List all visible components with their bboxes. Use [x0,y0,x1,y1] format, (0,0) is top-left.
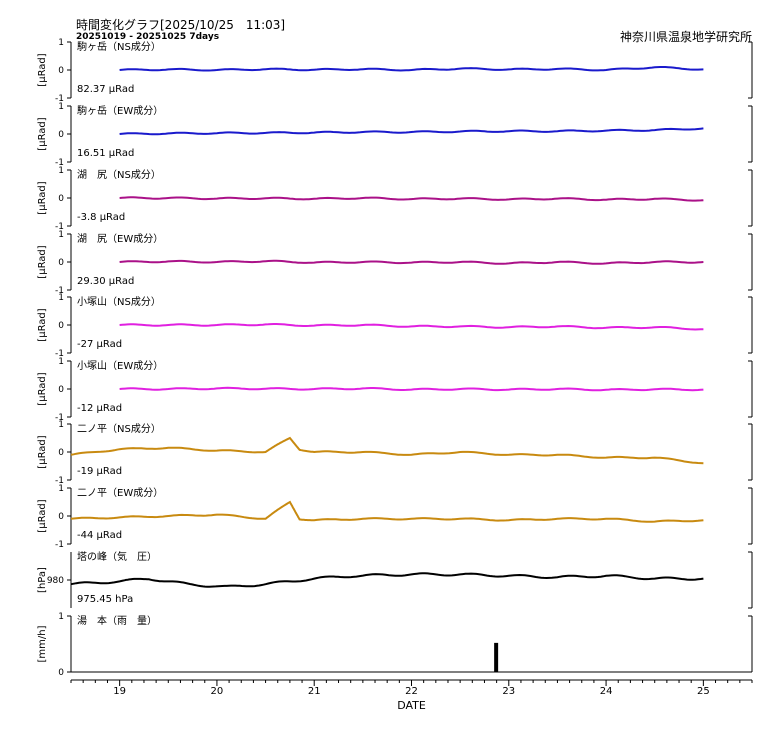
x-tick-label: 20 [211,686,224,697]
y-axis-label: [μRad] [37,372,48,405]
y-tick-label: 0 [58,194,64,204]
series-line [70,572,704,588]
date-range: 20251019 - 20251025 7days [76,32,220,42]
baseline-value: -3.8 μRad [77,212,125,223]
baseline-value: -44 μRad [77,530,122,541]
series-line [119,66,704,72]
station-label: 湖 尻（EW成分） [77,233,163,245]
y-tick-label: 0 [58,448,64,458]
x-tick-label: 19 [113,686,126,697]
baseline-value: 16.51 μRad [77,148,134,159]
series-line [70,500,704,523]
y-tick-label: 0 [58,385,64,395]
baseline-value: 29.30 μRad [77,276,134,287]
series-line [70,436,704,465]
y-tick-label: -1 [55,158,64,168]
series-line [119,196,704,202]
y-tick-label: 1 [58,420,64,430]
y-axis-label: [mm/h] [37,625,48,662]
page-title: 時間変化グラフ[2025/10/25 11:03] [76,18,286,32]
station-label: 湯 本（雨 量） [77,614,157,627]
series-line [119,127,704,136]
station-label: 二ノ平（NS成分） [77,423,161,435]
y-tick-label: 0 [58,130,64,140]
y-tick-label: 1 [58,230,64,240]
baseline-value: 975.45 hPa [77,594,133,605]
y-tick-label: 1 [58,166,64,176]
y-tick-label: -1 [55,349,64,359]
y-tick-label: 1 [58,38,64,48]
y-tick-label: 1 [58,293,64,303]
series-line [119,259,704,265]
station-label: 駒ヶ岳（EW成分） [77,105,163,117]
y-axis-label: [μRad] [37,499,48,532]
baseline-value: -27 μRad [77,339,122,350]
y-tick-label: 0 [58,258,64,268]
y-axis-label: [μRad] [37,435,48,468]
y-tick-label: -1 [55,476,64,486]
y-tick-label: 1 [58,357,64,367]
x-tick-label: 22 [405,686,418,697]
y-tick-label: -1 [55,286,64,296]
y-tick-label: 0 [58,321,64,331]
station-label: 小塚山（EW成分） [77,360,163,372]
station-label: 駒ヶ岳（NS成分） [77,41,161,53]
station-label: 小塚山（NS成分） [77,296,161,308]
x-tick-label: 25 [697,686,710,697]
y-tick-label: 980 [47,576,64,586]
x-tick-label: 23 [502,686,515,697]
y-axis-label: [hPa] [37,567,48,593]
y-tick-label: 1 [58,484,64,494]
y-tick-label: -1 [55,413,64,423]
station-label: 二ノ平（EW成分） [77,487,163,499]
baseline-value: 82.37 μRad [77,84,134,95]
y-tick-label: -1 [55,94,64,104]
series-line [119,323,704,331]
y-axis-label: [μRad] [37,117,48,150]
y-axis-label: [μRad] [37,181,48,214]
y-axis-label: [μRad] [37,53,48,86]
x-axis-title: DATE [397,699,426,712]
baseline-value: -19 μRad [77,466,122,477]
y-tick-label: 0 [58,668,64,678]
y-axis-label: [μRad] [37,308,48,341]
rain-bar [494,642,499,672]
y-tick-label: 0 [58,66,64,76]
x-tick-label: 24 [600,686,613,697]
y-tick-label: 1 [58,612,64,622]
institute-name: 神奈川県温泉地学研究所 [619,30,752,44]
station-label: 湖 尻（NS成分） [77,169,161,181]
station-label: 塔の峰（気 圧） [77,550,157,563]
y-axis-label: [μRad] [37,245,48,278]
y-tick-label: 1 [58,102,64,112]
y-tick-label: -1 [55,222,64,232]
y-tick-label: 0 [58,512,64,522]
x-tick-label: 21 [308,686,321,697]
y-tick-label: -1 [55,540,64,550]
series-line [119,386,704,392]
baseline-value: -12 μRad [77,403,122,414]
